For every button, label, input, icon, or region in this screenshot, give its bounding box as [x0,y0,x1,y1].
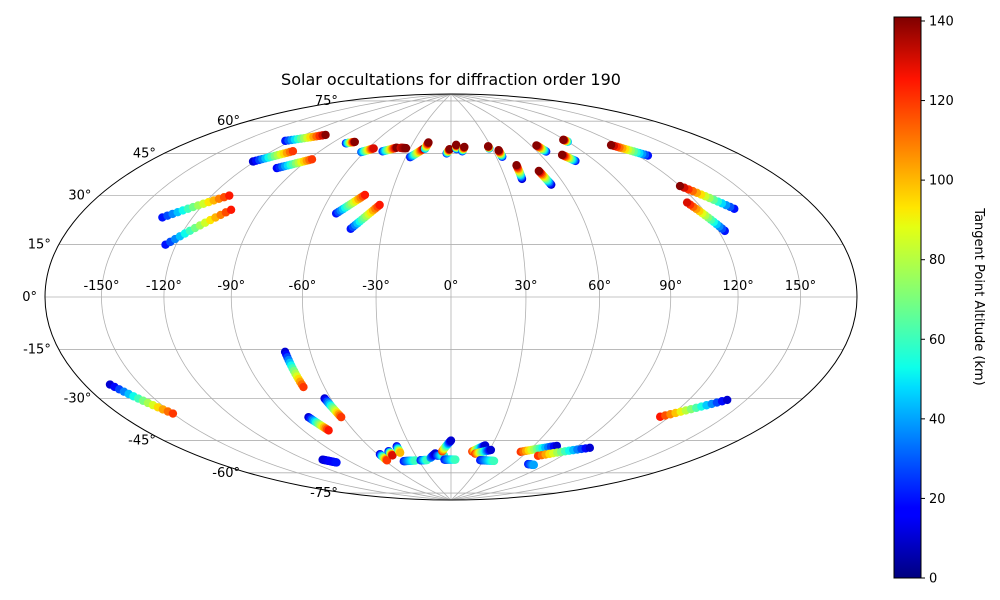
x-tick-label: 0° [444,279,459,294]
data-point [324,426,333,435]
grid-meridian [375,93,452,501]
data-point [552,441,562,451]
data-point [401,143,411,153]
y-tick-label: 75° [315,94,338,109]
y-tick-label: -45° [128,434,156,449]
x-tick-label: -30° [362,279,390,294]
x-tick-label: 60° [588,279,611,294]
colorbar-ticks: 0 20 40 60 80 100 120 140 [921,14,954,587]
data-point [369,144,378,153]
data-point [723,395,732,405]
data-point [360,190,370,200]
data-point [382,456,392,465]
data-point [534,166,544,176]
x-tick-label: -150° [83,279,119,294]
chart-title: Solar occultations for diffraction order… [281,70,621,89]
data-point [559,135,568,144]
data-point [532,141,541,150]
data-point [529,460,539,470]
data-point [606,140,616,150]
data-point [168,409,178,418]
grid-meridian [450,93,801,501]
colorbar-tick-label: 0 [929,572,937,587]
data-point [486,445,496,455]
colorbar-tick-label: 20 [929,492,946,507]
colorbar-tick-label: 80 [929,253,946,268]
data-point [336,412,346,422]
colorbar-tick-label: 40 [929,412,946,427]
y-tick-label: -15° [23,343,51,358]
data-point [451,455,460,464]
data-point [288,147,298,156]
colorbar-label: Tangent Point Altitude (km) [971,207,986,385]
data-point [682,198,692,207]
data-point [350,137,359,147]
data-point [445,144,454,154]
x-tick-label: 90° [659,279,682,294]
y-tick-label: -30° [64,392,92,407]
data-point [375,200,384,210]
data-point [299,382,308,392]
data-point [557,150,567,160]
map-boundary [44,93,858,501]
x-tick-label: 120° [722,279,753,294]
colorbar-tick-label: 140 [929,14,954,29]
latitude-tick-labels: -75° -60° -45° -30° -15° 0° 15° 30° 45° 60° 75° [22,94,338,501]
x-tick-label: -120° [146,279,182,294]
data-point [675,181,685,191]
y-tick-label: 15° [28,237,51,252]
grid-meridian [230,93,452,501]
data-point [512,160,521,170]
grid-meridian [450,93,527,501]
data-point [226,205,236,215]
x-tick-label: -90° [217,279,245,294]
y-tick-label: 60° [217,114,240,129]
data-point [460,142,469,152]
grid-meridian [101,93,452,501]
x-tick-label: 150° [785,279,816,294]
data-point [489,456,499,466]
colorbar [893,16,922,579]
data-point [225,191,234,200]
grid-meridian [450,93,601,501]
data-point [395,448,405,457]
data-point [585,443,595,453]
colorbar-tick-label: 100 [929,174,954,189]
x-tick-label: -60° [289,279,317,294]
data-point [483,142,493,151]
colorbar-tick-label: 120 [929,94,954,109]
data-point [321,130,330,140]
y-tick-label: -75° [310,486,338,501]
data-point [424,138,433,147]
y-tick-label: 30° [68,189,91,204]
grid-meridian [450,93,739,501]
y-tick-label: -60° [212,466,240,481]
occultation-tracks [105,130,739,470]
y-tick-label: 0° [22,290,37,305]
colorbar-tick-label: 60 [929,333,946,348]
longitude-tick-labels: -150° -120° -90° -60° -30° 0° 30° 60° 90° 120° 150… [83,279,816,294]
data-point [451,140,461,150]
data-point [388,451,397,460]
data-point [307,155,317,164]
x-tick-label: 30° [514,279,537,294]
data-point [494,146,503,155]
y-tick-label: 45° [133,146,156,161]
data-point [446,436,456,445]
data-point [332,458,341,467]
